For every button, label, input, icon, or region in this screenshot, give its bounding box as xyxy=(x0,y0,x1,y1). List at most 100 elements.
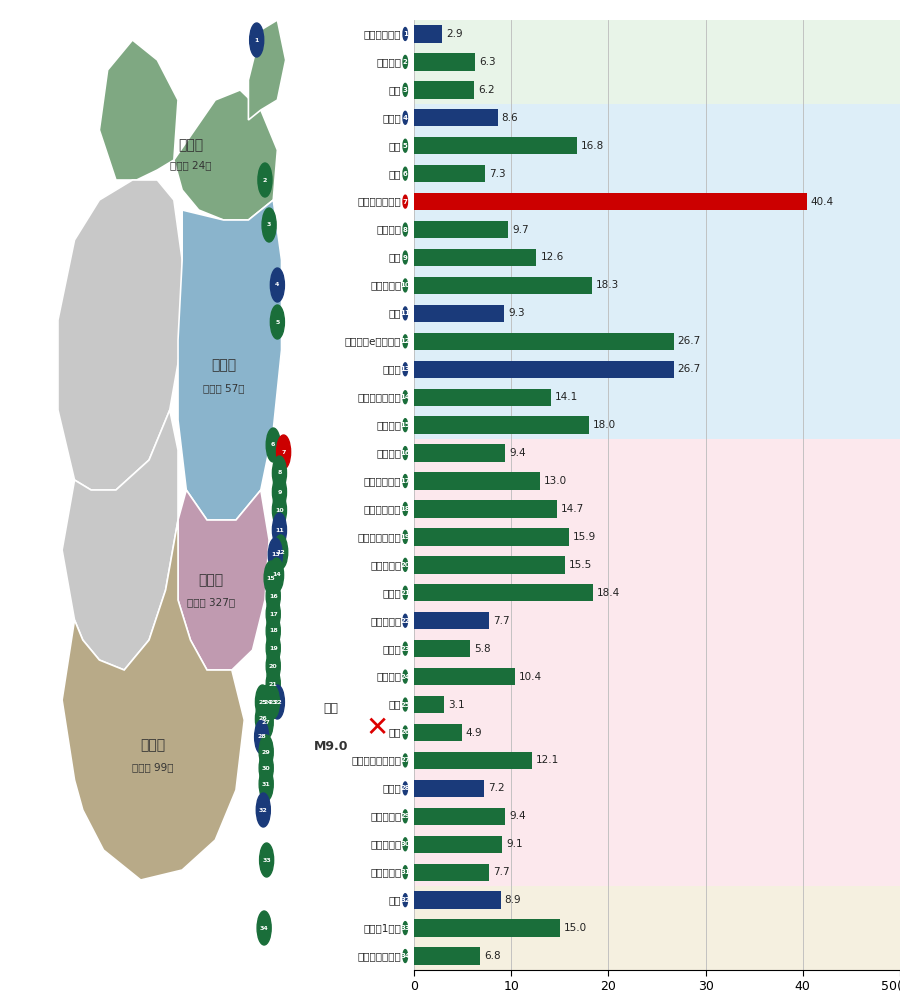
Text: 浸水域 99㎞: 浸水域 99㎞ xyxy=(132,762,174,772)
Text: 6: 6 xyxy=(271,442,275,448)
Circle shape xyxy=(403,195,408,208)
Text: 22: 22 xyxy=(273,700,282,704)
Text: 5: 5 xyxy=(275,320,280,324)
Circle shape xyxy=(403,754,408,767)
Circle shape xyxy=(266,667,280,701)
Text: 4.9: 4.9 xyxy=(465,728,482,738)
Circle shape xyxy=(276,435,291,469)
Bar xyxy=(414,808,506,825)
Text: 気仙沼・本吉: 気仙沼・本吉 xyxy=(364,476,401,486)
Text: 25: 25 xyxy=(258,700,267,704)
Text: いわき・江名港: いわき・江名港 xyxy=(357,951,401,961)
Text: 18.3: 18.3 xyxy=(596,280,619,290)
Text: 9.4: 9.4 xyxy=(509,811,526,821)
Text: 松島: 松島 xyxy=(389,700,401,710)
Text: 19: 19 xyxy=(400,534,410,540)
Circle shape xyxy=(403,782,408,795)
Text: 14.7: 14.7 xyxy=(561,504,584,514)
Text: 12: 12 xyxy=(276,550,285,554)
Text: 塔釜: 塔釜 xyxy=(389,728,401,738)
Text: 9: 9 xyxy=(403,254,408,260)
Bar xyxy=(414,20,900,104)
Text: 12: 12 xyxy=(400,338,410,344)
Bar xyxy=(414,640,471,657)
Bar xyxy=(414,333,673,350)
Text: 9.3: 9.3 xyxy=(508,308,525,318)
Text: 岐理・荒浜: 岐理・荒浜 xyxy=(370,867,401,877)
Circle shape xyxy=(266,631,280,665)
Bar xyxy=(414,221,508,238)
Polygon shape xyxy=(178,200,282,520)
Text: 12.1: 12.1 xyxy=(536,755,559,765)
Text: 8.6: 8.6 xyxy=(501,113,518,123)
Text: 16: 16 xyxy=(269,593,277,598)
Bar xyxy=(414,165,485,182)
Text: 24: 24 xyxy=(400,674,410,680)
Circle shape xyxy=(270,305,284,339)
Bar xyxy=(414,864,489,881)
Circle shape xyxy=(273,493,286,527)
Text: 南三陸・歌津: 南三陸・歌津 xyxy=(364,504,401,514)
Text: 10.4: 10.4 xyxy=(519,672,542,682)
Circle shape xyxy=(403,55,408,68)
Circle shape xyxy=(403,670,408,683)
Circle shape xyxy=(403,614,408,627)
Circle shape xyxy=(403,922,408,935)
Text: 6: 6 xyxy=(403,171,408,177)
Bar xyxy=(414,886,900,970)
Text: 13.0: 13.0 xyxy=(544,476,567,486)
Circle shape xyxy=(266,685,280,719)
Text: 七ヶ浜・荓蒲田浜: 七ヶ浜・荓蒲田浜 xyxy=(351,755,401,765)
Bar xyxy=(414,696,444,713)
Text: 三沢漁港: 三沢漁港 xyxy=(376,57,401,67)
Text: 石巻・雄勝: 石巻・雄勝 xyxy=(370,560,401,570)
Text: 若林区荒浜: 若林区荒浜 xyxy=(370,811,401,821)
Text: 8: 8 xyxy=(277,471,282,476)
Bar xyxy=(414,25,442,43)
Circle shape xyxy=(403,866,408,879)
Text: 24: 24 xyxy=(263,700,272,704)
Text: 7.7: 7.7 xyxy=(492,867,509,877)
Text: 15.5: 15.5 xyxy=(569,560,592,570)
Circle shape xyxy=(403,894,408,907)
Text: 16.8: 16.8 xyxy=(581,141,605,151)
Text: 宮古・重茂姉吉: 宮古・重茂姉吉 xyxy=(357,197,401,207)
Circle shape xyxy=(403,419,408,432)
Text: 29: 29 xyxy=(262,750,271,754)
Circle shape xyxy=(273,456,286,490)
Text: 40.4: 40.4 xyxy=(811,197,833,207)
Text: 陸前高田・唯出: 陸前高田・唯出 xyxy=(357,392,401,402)
Text: 3.1: 3.1 xyxy=(448,700,464,710)
Text: 6.8: 6.8 xyxy=(484,951,500,961)
Text: 20: 20 xyxy=(400,562,410,568)
Text: 2: 2 xyxy=(263,178,267,182)
Circle shape xyxy=(266,428,280,462)
Text: むつ市関根浜: むつ市関根浜 xyxy=(364,29,401,39)
Text: 9.7: 9.7 xyxy=(512,225,529,235)
Text: 15.9: 15.9 xyxy=(572,532,596,542)
Circle shape xyxy=(266,579,280,613)
Polygon shape xyxy=(62,520,244,880)
Circle shape xyxy=(403,698,408,711)
Circle shape xyxy=(274,535,288,569)
Text: 13: 13 xyxy=(400,366,410,372)
Circle shape xyxy=(403,335,408,348)
Text: 大船渡綻e里・白浜: 大船渡綻e里・白浜 xyxy=(345,336,401,346)
Bar xyxy=(414,389,551,406)
Text: 岩手県: 岩手県 xyxy=(211,358,236,372)
Text: 11: 11 xyxy=(275,528,284,532)
Circle shape xyxy=(259,735,274,769)
Circle shape xyxy=(266,649,280,683)
Text: M9.0: M9.0 xyxy=(314,740,348,753)
Bar xyxy=(414,668,515,685)
Bar xyxy=(414,104,900,439)
Text: 8.9: 8.9 xyxy=(504,895,521,905)
Text: 1: 1 xyxy=(403,31,408,37)
Text: 32: 32 xyxy=(400,897,410,903)
Circle shape xyxy=(403,726,408,739)
Polygon shape xyxy=(62,410,178,670)
Text: 16: 16 xyxy=(400,450,410,456)
Bar xyxy=(414,724,462,741)
Text: 9: 9 xyxy=(277,489,282,494)
Text: 陸前高田: 陸前高田 xyxy=(376,420,401,430)
